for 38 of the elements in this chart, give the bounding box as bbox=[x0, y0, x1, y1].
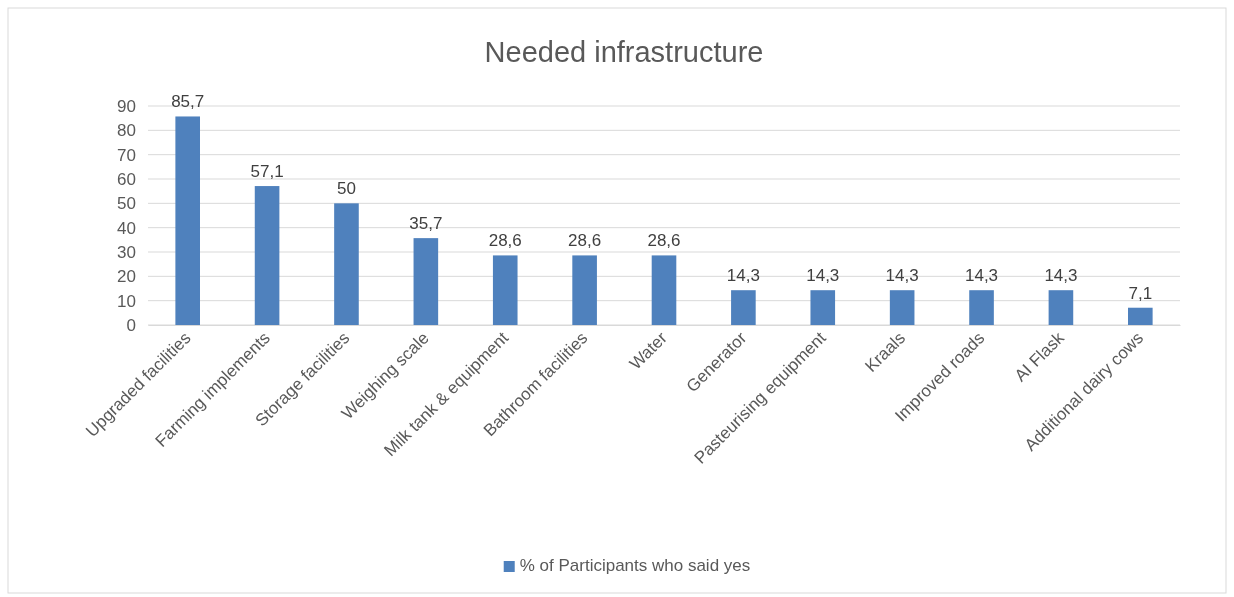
data-label: 14,3 bbox=[1044, 266, 1078, 286]
bar bbox=[889, 290, 915, 325]
chart-title: Needed infrastructure bbox=[484, 36, 764, 68]
y-tick-label: 90 bbox=[117, 96, 136, 116]
bar bbox=[731, 290, 756, 325]
bar bbox=[810, 290, 836, 325]
y-tick-label: 0 bbox=[126, 315, 136, 335]
bar bbox=[175, 116, 200, 325]
bar bbox=[413, 238, 439, 325]
bar bbox=[651, 255, 677, 325]
y-tick-label: 20 bbox=[117, 267, 136, 287]
data-label: 14,3 bbox=[964, 266, 999, 286]
data-label: 85,7 bbox=[171, 92, 205, 112]
y-tick-label: 70 bbox=[117, 145, 136, 165]
y-tick-label: 50 bbox=[117, 194, 136, 214]
bar bbox=[334, 203, 359, 325]
y-tick-label: 60 bbox=[117, 169, 136, 189]
bar bbox=[1048, 290, 1074, 325]
data-label: 14,3 bbox=[885, 266, 919, 286]
bar bbox=[492, 255, 518, 325]
bar bbox=[969, 290, 994, 325]
data-label: 14,3 bbox=[806, 266, 840, 286]
data-label: 28,6 bbox=[568, 231, 602, 251]
bar bbox=[572, 255, 597, 325]
data-label: 28,6 bbox=[488, 231, 522, 251]
y-tick-label: 10 bbox=[117, 291, 136, 311]
data-label: 50 bbox=[337, 179, 356, 199]
bar bbox=[1128, 307, 1153, 325]
data-label: 14,3 bbox=[726, 266, 760, 286]
data-label: 7,1 bbox=[1128, 283, 1153, 303]
y-tick-label: 40 bbox=[117, 218, 136, 238]
y-tick-label: 80 bbox=[117, 121, 136, 141]
legend-label: % of Participants who said yes bbox=[519, 556, 751, 575]
y-tick-label: 30 bbox=[117, 242, 136, 262]
data-label: 57,1 bbox=[250, 162, 284, 182]
data-label: 35,7 bbox=[409, 214, 443, 234]
bar bbox=[254, 186, 280, 325]
data-label: 28,6 bbox=[647, 231, 681, 251]
